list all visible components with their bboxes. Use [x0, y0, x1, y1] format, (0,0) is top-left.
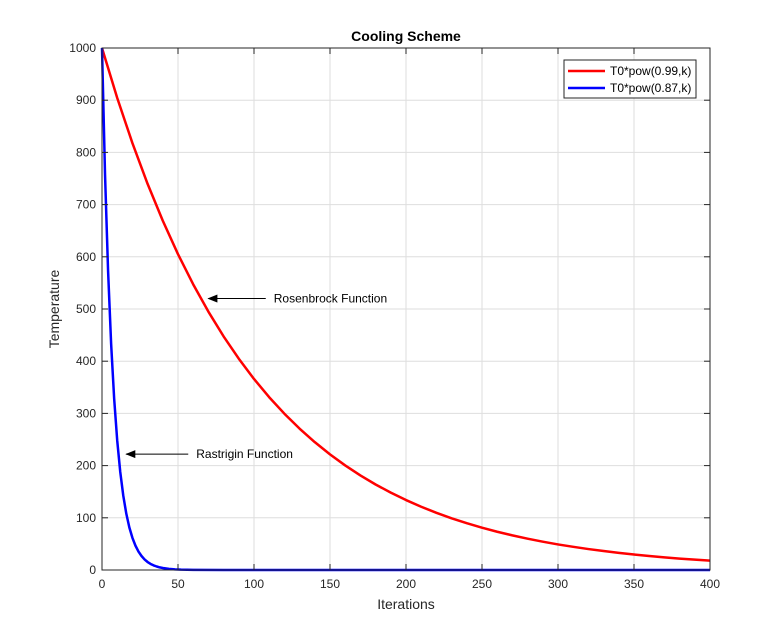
x-tick-label: 400 — [700, 577, 720, 591]
y-tick-label: 1000 — [69, 41, 96, 55]
x-tick-label: 150 — [320, 577, 340, 591]
y-tick-label: 100 — [76, 511, 96, 525]
x-axis-label: Iterations — [377, 596, 435, 612]
chart-title: Cooling Scheme — [351, 28, 461, 44]
y-tick-label: 900 — [76, 93, 96, 107]
annotations: Rosenbrock Function Rastrigin Function — [125, 292, 387, 461]
legend-label-0: T0*pow(0.99,k) — [610, 64, 691, 78]
y-tick-label: 800 — [76, 145, 96, 159]
y-axis-label: Temperature — [46, 269, 62, 348]
x-tick-label: 350 — [624, 577, 644, 591]
x-tick-label: 0 — [99, 577, 106, 591]
y-tick-label: 600 — [76, 250, 96, 264]
legend-box — [563, 59, 697, 99]
x-tick-label: 100 — [244, 577, 264, 591]
y-tick-label: 300 — [76, 406, 96, 420]
y-tick-label: 400 — [76, 354, 96, 368]
x-tick-label: 250 — [472, 577, 492, 591]
x-tick-label: 200 — [396, 577, 416, 591]
grid — [102, 48, 710, 570]
legend-label-1: T0*pow(0.87,k) — [610, 81, 691, 95]
annotation-label: Rosenbrock Function — [274, 292, 387, 306]
y-tick-label: 500 — [76, 302, 96, 316]
y-tick-label: 200 — [76, 459, 96, 473]
x-tick-label: 300 — [548, 577, 568, 591]
y-tick-label: 0 — [89, 563, 96, 577]
y-tick-label: 700 — [76, 198, 96, 212]
x-tick-label: 50 — [171, 577, 185, 591]
annotation-label: Rastrigin Function — [196, 447, 293, 461]
ticks — [101, 47, 711, 571]
tick-labels: 0 50 100 150 200 250 300 350 400 0 100 200 300 400 500… — [69, 41, 720, 591]
legend: T0*pow(0.99,k) T0*pow(0.87,k) — [563, 59, 697, 99]
series-line-0 — [100, 47, 711, 562]
